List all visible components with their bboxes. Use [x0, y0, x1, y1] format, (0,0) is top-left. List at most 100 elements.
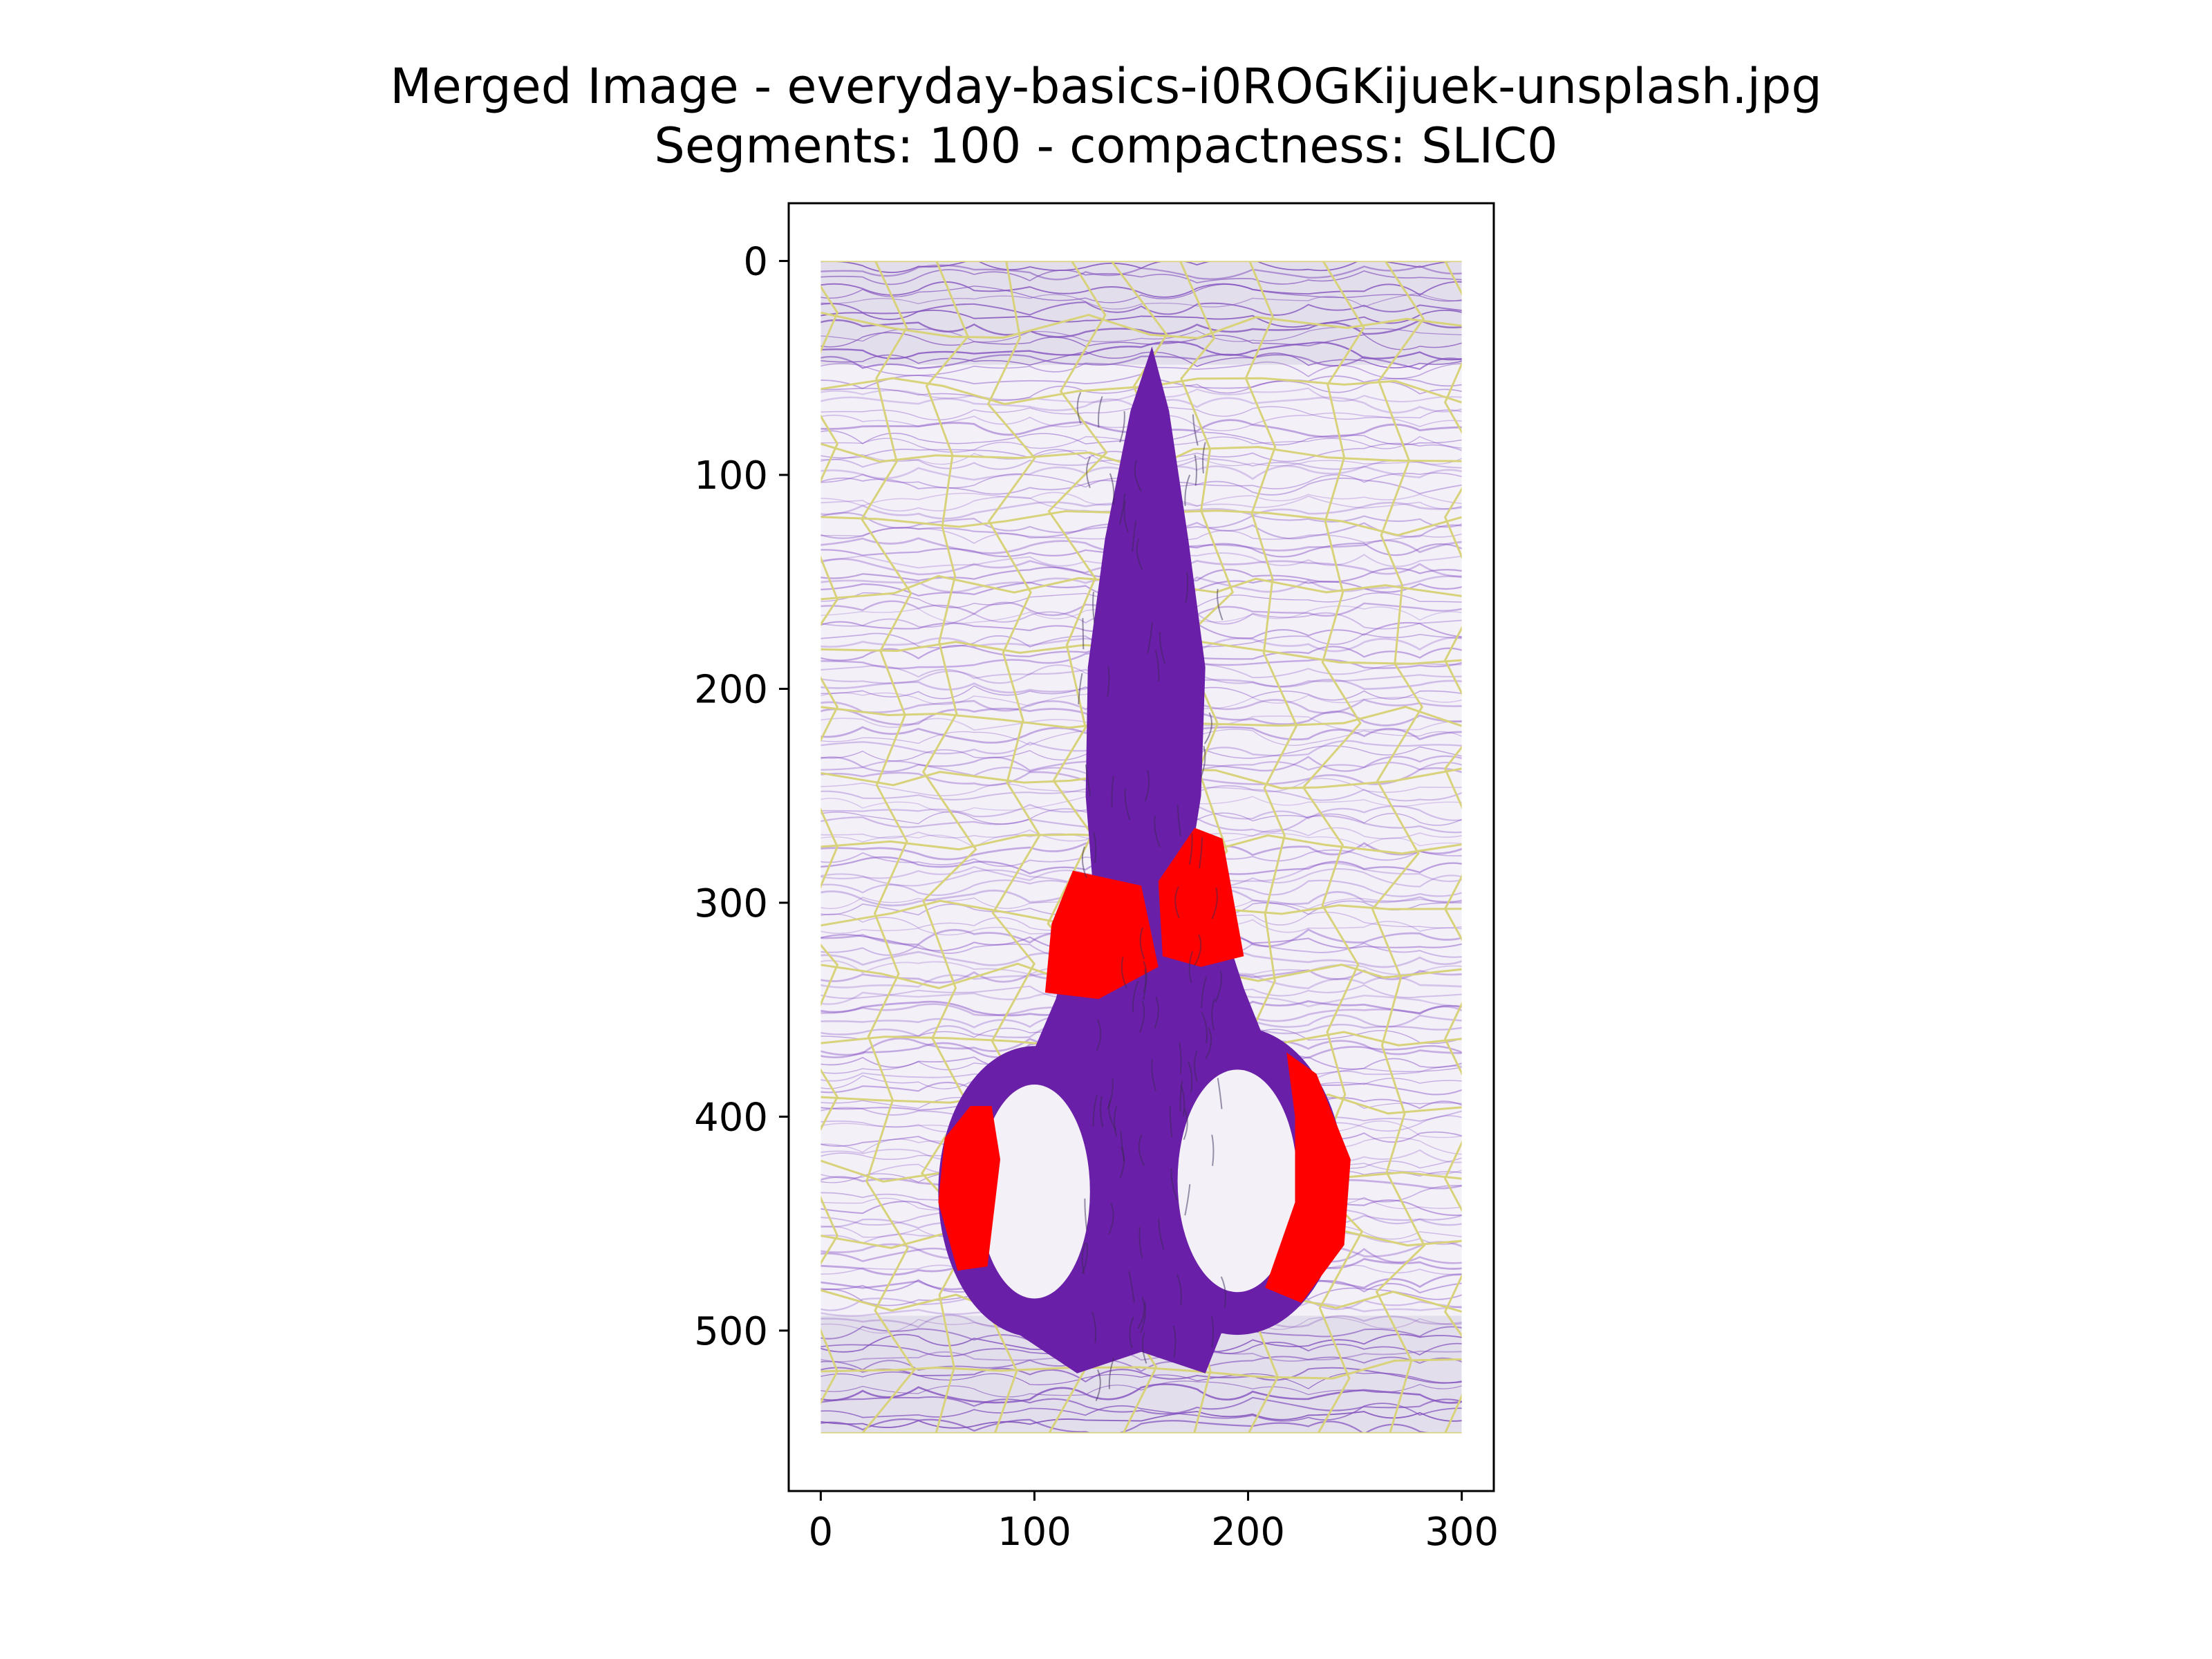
y-tick-label: 200 — [694, 667, 768, 712]
scissors-texture — [1170, 1168, 1178, 1200]
streamline — [821, 1383, 1462, 1404]
scissors-texture — [1203, 712, 1212, 744]
scissors-texture — [1121, 957, 1127, 988]
scissors-texture — [1194, 454, 1197, 486]
scissors-texture — [1176, 1274, 1182, 1306]
scissors-texture — [1084, 1198, 1088, 1230]
scissors-texture — [1174, 886, 1180, 919]
scissors-texture — [1109, 473, 1115, 505]
scissors-texture — [1091, 1311, 1097, 1343]
scissors-texture — [1114, 1105, 1118, 1137]
scissors-texture — [1108, 1358, 1115, 1389]
scissors-texture — [1215, 971, 1222, 1002]
scissors-texture — [1192, 414, 1199, 446]
scissors-texture — [1082, 618, 1085, 650]
scissors-texture — [1108, 1202, 1114, 1235]
segment-boundary — [860, 261, 916, 1434]
y-tick-label: 500 — [694, 1309, 768, 1354]
scissors-texture — [1118, 493, 1126, 525]
scissors-texture — [1205, 1027, 1212, 1060]
scissors-texture — [1111, 776, 1114, 807]
scissors-texture — [1211, 998, 1216, 1030]
scissors-texture — [1140, 1302, 1146, 1333]
scissors-texture — [1099, 1096, 1104, 1127]
scissors-texture — [1183, 1108, 1188, 1141]
scissors-texture — [1159, 632, 1165, 664]
streamline — [821, 353, 1462, 371]
scissors-texture — [1123, 500, 1129, 532]
scissors-texture — [1202, 442, 1206, 474]
streamline — [821, 319, 1462, 338]
right-handle-hole — [1177, 1069, 1297, 1293]
segment-boundary — [821, 311, 1462, 339]
scissors-texture — [1078, 673, 1083, 705]
streamline — [821, 269, 1462, 285]
scissors-texture — [1141, 1332, 1147, 1364]
scissors-texture — [1210, 1316, 1214, 1348]
streamline — [821, 350, 1462, 368]
scissors-texture — [1093, 832, 1097, 863]
scissors-texture — [1199, 837, 1203, 869]
x-tick-label: 0 — [809, 1510, 834, 1555]
scissors-texture — [1172, 1325, 1177, 1358]
scissors-texture — [1139, 927, 1145, 959]
top-shading — [821, 261, 1462, 365]
scissors-texture — [1188, 833, 1193, 865]
streamline — [821, 1418, 1436, 1434]
scissors-texture — [1137, 1297, 1145, 1329]
streamline — [821, 1371, 1462, 1389]
scissors-texture — [1098, 396, 1103, 428]
streamline — [821, 264, 1462, 281]
scissors-texture — [1169, 1106, 1173, 1138]
scissors-texture — [1180, 1085, 1185, 1117]
left-handle-red — [938, 1106, 1000, 1271]
scissors-texture — [1201, 976, 1207, 1009]
scissors-texture — [1187, 1061, 1193, 1093]
scissors-texture — [1119, 411, 1125, 443]
streamline — [821, 332, 1462, 350]
axes-frame — [787, 202, 1495, 1492]
upper-right-red — [1158, 827, 1244, 967]
streamline — [821, 292, 1462, 310]
scissors-texture — [1184, 1184, 1191, 1216]
streamline — [821, 1349, 1462, 1362]
scissors-texture — [1179, 1080, 1183, 1112]
scissors-segments — [938, 346, 1351, 1402]
scissors-texture — [1211, 887, 1218, 919]
streamline — [821, 1356, 1462, 1372]
scissors-texture — [1139, 1001, 1145, 1033]
chart-title-line-2: Segments: 100 - compactness: SLIC0 — [654, 118, 1558, 174]
scissors-texture — [1132, 521, 1137, 552]
scissors-texture — [1188, 951, 1194, 983]
streamline — [821, 309, 1462, 328]
scissors-texture — [1193, 934, 1202, 966]
scissors-texture — [1194, 1050, 1198, 1082]
right-handle-red — [1265, 1052, 1351, 1303]
scissors-texture — [1107, 1078, 1114, 1109]
scissors-texture — [1154, 650, 1160, 682]
scissors-texture — [1138, 1134, 1145, 1166]
x-tick-label: 200 — [1211, 1510, 1285, 1555]
blade-segment — [1085, 346, 1206, 946]
scissors-texture — [1154, 996, 1159, 1029]
scissors-texture — [1086, 456, 1091, 489]
scissors-texture — [1151, 1060, 1157, 1091]
scissors-texture — [1177, 805, 1181, 836]
scissors-texture — [1185, 572, 1189, 603]
x-tick-label: 300 — [1425, 1510, 1499, 1555]
segment-boundary — [821, 1358, 1462, 1380]
chart-title: Merged Image - everyday-basics-i0ROGKiju… — [0, 57, 2212, 176]
scissors-texture — [1147, 622, 1153, 654]
upper-left-red — [1044, 870, 1159, 1000]
scissors-texture — [1107, 666, 1110, 697]
scissors-texture — [1158, 1219, 1165, 1250]
streamline — [821, 341, 1462, 361]
scissors-texture — [1220, 1276, 1226, 1309]
y-tick-label: 0 — [743, 240, 768, 285]
scissors-texture — [1211, 1134, 1215, 1166]
scissors-texture — [1136, 538, 1143, 570]
scissors-texture — [1179, 1042, 1182, 1074]
scissors-texture — [1217, 588, 1224, 621]
y-tick-label: 400 — [694, 1095, 768, 1140]
